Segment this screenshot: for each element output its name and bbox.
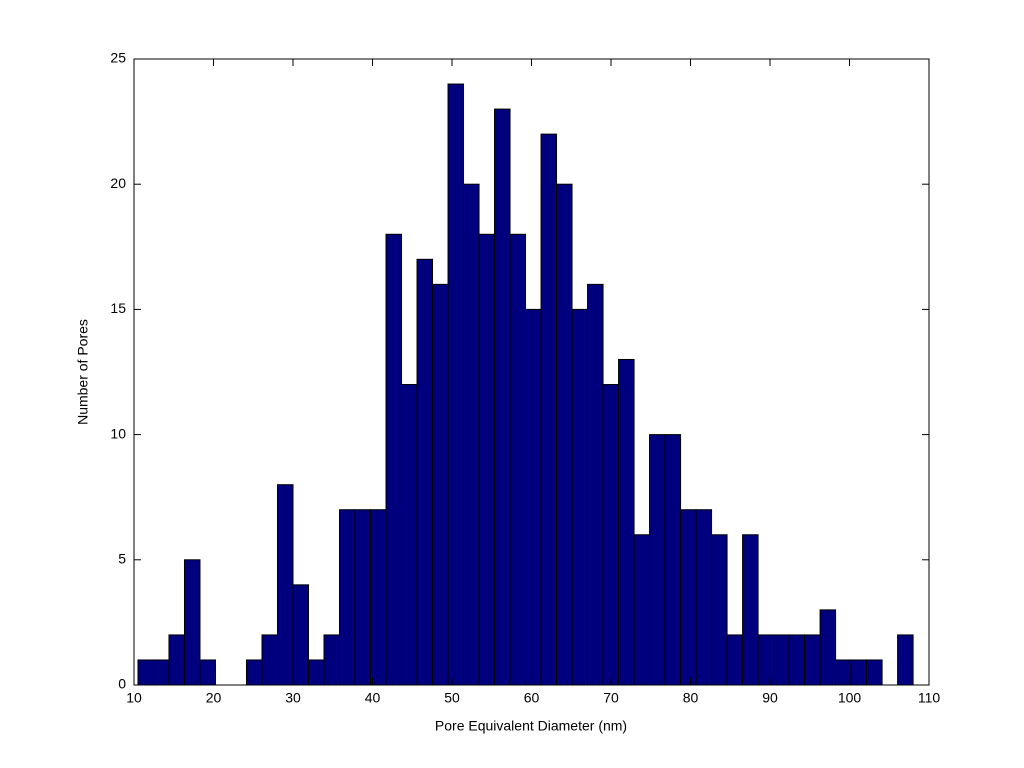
x-axis-label: Pore Equivalent Diameter (nm) bbox=[435, 718, 627, 734]
y-tick-label: 15 bbox=[110, 300, 126, 316]
bar bbox=[571, 308, 589, 686]
bar bbox=[695, 509, 713, 686]
bar bbox=[680, 509, 697, 686]
x-tick-label: 60 bbox=[524, 690, 540, 706]
bar bbox=[618, 358, 635, 686]
bar bbox=[416, 258, 434, 686]
bar bbox=[152, 659, 170, 686]
y-tick-label: 0 bbox=[118, 676, 126, 692]
y-tick-label: 10 bbox=[110, 425, 126, 441]
bar bbox=[664, 434, 682, 686]
bar bbox=[897, 634, 914, 686]
x-tick-label: 50 bbox=[444, 690, 460, 706]
bar bbox=[711, 534, 728, 686]
x-tick-label: 20 bbox=[206, 690, 222, 706]
bar bbox=[261, 634, 278, 686]
y-axis-label: Number of Pores bbox=[75, 319, 91, 425]
x-tick-label: 40 bbox=[365, 690, 381, 706]
x-tick-label: 30 bbox=[285, 690, 301, 706]
bar bbox=[463, 183, 480, 686]
bar bbox=[742, 534, 759, 686]
bar bbox=[835, 659, 852, 686]
bar bbox=[819, 609, 837, 686]
bar bbox=[354, 509, 372, 686]
bar bbox=[804, 634, 821, 686]
bar bbox=[556, 183, 573, 686]
x-tick-label: 10 bbox=[126, 690, 142, 706]
bar bbox=[540, 133, 558, 686]
bar bbox=[447, 83, 465, 686]
x-tick-label: 90 bbox=[762, 690, 778, 706]
y-tick-label: 20 bbox=[110, 175, 126, 191]
bar bbox=[633, 534, 651, 686]
bar bbox=[292, 584, 310, 686]
bar bbox=[866, 659, 883, 686]
bar bbox=[850, 659, 868, 686]
bar bbox=[323, 634, 341, 686]
bar bbox=[401, 384, 418, 686]
bar bbox=[370, 509, 387, 686]
y-tick-label: 5 bbox=[118, 551, 126, 567]
x-tick-label: 80 bbox=[683, 690, 699, 706]
bar bbox=[385, 233, 403, 686]
bar bbox=[168, 634, 185, 686]
bar bbox=[587, 283, 604, 686]
bar bbox=[137, 659, 154, 686]
bar bbox=[494, 108, 511, 686]
bar bbox=[432, 283, 449, 686]
bar bbox=[649, 434, 666, 686]
bar bbox=[525, 308, 542, 686]
bar bbox=[478, 233, 496, 686]
bar bbox=[183, 559, 201, 686]
bar bbox=[773, 634, 790, 686]
bar bbox=[308, 659, 325, 686]
bar bbox=[339, 509, 356, 686]
bar bbox=[602, 384, 620, 686]
x-tick-label: 70 bbox=[603, 690, 619, 706]
x-tick-label: 100 bbox=[838, 690, 862, 706]
x-tick-label: 110 bbox=[918, 690, 941, 706]
bar bbox=[726, 634, 744, 686]
bar bbox=[788, 634, 806, 686]
bar bbox=[757, 634, 775, 686]
bar bbox=[509, 233, 527, 686]
bar bbox=[276, 484, 294, 686]
y-tick-label: 25 bbox=[110, 50, 126, 66]
bar bbox=[245, 659, 263, 686]
